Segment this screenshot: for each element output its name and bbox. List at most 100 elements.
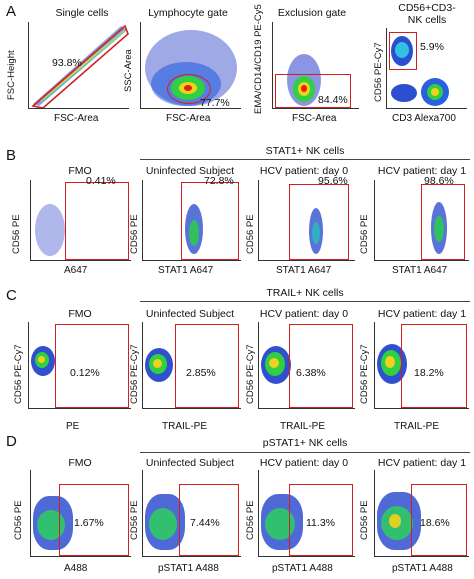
gate-percentage: 2.85% [186, 367, 216, 379]
group-bracket [140, 301, 470, 302]
scatter-plot-lymphocyte-gate [140, 22, 241, 109]
positive-gate [181, 182, 239, 260]
y-axis-label: CD56 PE [359, 500, 370, 540]
positive-gate [179, 484, 239, 556]
plot-title: HCV patient: day 1 [377, 457, 467, 469]
density-core [389, 514, 401, 528]
x-axis-label: STAT1 A647 [392, 265, 448, 276]
plot-title: Lymphocyte gate [148, 7, 228, 19]
plot-title: CD56+CD3- [398, 2, 456, 14]
density-cloud [391, 84, 417, 102]
plot-title: Single cells [55, 7, 109, 19]
plot-title: HCV patient: day 1 [377, 308, 467, 320]
gate-percentage: 18.6% [420, 517, 450, 529]
x-axis-label: STAT1 A647 [276, 265, 332, 276]
density-core [38, 356, 45, 363]
positive-gate [55, 324, 129, 408]
positive-gate [401, 324, 467, 408]
plot-title: HCV patient: day 0 [259, 308, 349, 320]
lymphocyte-gate [167, 74, 211, 104]
group-bracket [140, 452, 470, 453]
density-core [37, 510, 65, 540]
positive-gate [289, 484, 353, 556]
group-header: TRAIL+ NK cells [266, 287, 344, 299]
plot-title: Uninfected Subject [145, 165, 235, 177]
scatter-plot-trail-uninfected [142, 322, 241, 409]
y-axis-label: CD56 PE-Cy7 [245, 344, 256, 404]
panel-letter-b: B [6, 147, 17, 164]
density-core [301, 85, 307, 92]
scatter-plot-trail-hcv-day1 [374, 322, 469, 409]
gate-percentage: 6.38% [296, 367, 326, 379]
density-core [385, 356, 395, 368]
x-axis-label: FSC-Area [292, 113, 337, 124]
gate-percentage: 1.67% [74, 517, 104, 529]
scatter-plot-trail-fmo [28, 322, 131, 409]
group-header: pSTAT1+ NK cells [262, 437, 348, 449]
y-axis-label: CD56 PE-Cy7 [13, 344, 24, 404]
x-axis-label: pSTAT1 A488 [392, 563, 453, 574]
scatter-plot-stat1-uninfected [142, 180, 241, 261]
x-axis-label: FSC-Area [54, 113, 99, 124]
scatter-plot-stat1-hcv-day1 [374, 180, 469, 261]
y-axis-label: CD56 PE [245, 214, 256, 254]
positive-gate [59, 484, 129, 556]
density-core [395, 42, 409, 58]
scatter-plot-trail-hcv-day0 [258, 322, 355, 409]
density-core [265, 508, 295, 540]
y-axis-label: CD56 PE [129, 214, 140, 254]
x-axis-label: pSTAT1 A488 [158, 563, 219, 574]
x-axis-label: pSTAT1 A488 [272, 563, 333, 574]
y-axis-label: CD56 PE [11, 214, 22, 254]
x-axis-label: A647 [64, 265, 88, 276]
positive-gate [175, 324, 239, 408]
x-axis-label: TRAIL-PE [162, 421, 208, 432]
plot-title: Exclusion gate [277, 7, 347, 19]
plot-title: FMO [68, 308, 92, 320]
gate-percentage: 7.44% [190, 517, 220, 529]
gate-percentage: 0.12% [70, 367, 100, 379]
scatter-plot-pstat1-uninfected [142, 470, 241, 557]
density-core [149, 508, 177, 540]
density-core [312, 222, 320, 244]
plot-title: HCV patient: day 0 [259, 165, 349, 177]
x-axis-label: TRAIL-PE [394, 421, 440, 432]
y-axis-label: CD56 PE-Cy7 [359, 344, 370, 404]
gate-percentage: 93.8% [52, 57, 82, 69]
plot-title: FMO [68, 165, 92, 177]
density-cloud [31, 24, 129, 108]
y-axis-label: CD56 PE [245, 500, 256, 540]
scatter-plot-stat1-fmo [30, 180, 131, 261]
y-axis-label: CD56 PE-Cy7 [129, 344, 140, 404]
group-bracket [140, 159, 470, 160]
scatter-plot-exclusion-gate [272, 22, 359, 109]
y-axis-label: SSC-Area [123, 49, 134, 92]
positive-gate [65, 182, 129, 260]
gate-percentage: 84.4% [318, 94, 348, 106]
density-core [434, 216, 444, 242]
positive-gate [421, 184, 465, 260]
x-axis-label: CD3 Alexa700 [392, 113, 456, 124]
gate-percentage: 98.6% [424, 175, 454, 187]
exclusion-gate [275, 74, 351, 108]
gate-percentage: 77.7% [200, 97, 230, 109]
scatter-plot-nk-cells [386, 28, 467, 109]
gate-percentage: 5.9% [420, 41, 444, 53]
density-core [189, 220, 199, 246]
y-axis-label: CD56 PE-Cy7 [373, 42, 384, 102]
y-axis-label: CD56 PE [13, 500, 24, 540]
density-core [269, 358, 279, 368]
panel-letter-d: D [6, 433, 17, 450]
y-axis-label: FSC-Height [6, 50, 17, 100]
gate-percentage: 95.6% [318, 175, 348, 187]
panel-letter-a: A [6, 3, 17, 20]
x-axis-label: TRAIL-PE [280, 421, 326, 432]
plot-title: Uninfected Subject [145, 308, 235, 320]
positive-gate [289, 324, 353, 408]
scatter-plot-pstat1-fmo [30, 470, 131, 557]
y-axis-label: EMA/CD14/CD19 PE-Cy5 [253, 4, 264, 114]
panel-letter-c: C [6, 287, 17, 304]
x-axis-label: STAT1 A647 [158, 265, 214, 276]
x-axis-label: FSC-Area [166, 113, 211, 124]
x-axis-label: A488 [64, 563, 88, 574]
